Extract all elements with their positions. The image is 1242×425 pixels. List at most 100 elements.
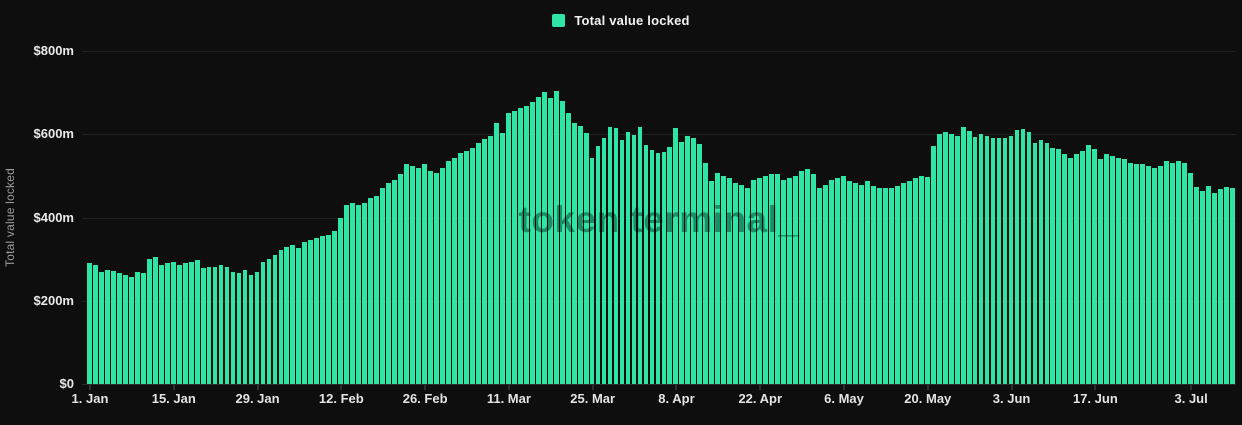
- bar[interactable]: [152, 257, 158, 384]
- bar[interactable]: [673, 128, 679, 384]
- bar[interactable]: [972, 136, 978, 384]
- bar[interactable]: [458, 152, 463, 384]
- bar[interactable]: [583, 132, 589, 384]
- bar[interactable]: [661, 151, 667, 384]
- bar[interactable]: [589, 157, 595, 384]
- bar[interactable]: [1080, 150, 1086, 384]
- bar[interactable]: [1014, 130, 1020, 384]
- bar[interactable]: [1152, 167, 1158, 384]
- bar[interactable]: [1194, 187, 1199, 384]
- bar[interactable]: [876, 187, 882, 384]
- bar[interactable]: [122, 274, 128, 384]
- bar[interactable]: [212, 266, 218, 384]
- bar[interactable]: [811, 174, 816, 384]
- bar[interactable]: [906, 181, 912, 384]
- bar[interactable]: [278, 249, 284, 384]
- bar[interactable]: [92, 264, 98, 384]
- bar[interactable]: [523, 105, 529, 384]
- bar[interactable]: [1164, 160, 1169, 384]
- bar[interactable]: [954, 135, 960, 384]
- bar[interactable]: [98, 272, 104, 384]
- bar[interactable]: [332, 231, 338, 384]
- bar[interactable]: [858, 184, 864, 384]
- bar[interactable]: [709, 181, 715, 384]
- bar[interactable]: [888, 187, 894, 384]
- bar[interactable]: [1086, 144, 1092, 384]
- bar[interactable]: [1110, 155, 1116, 384]
- bar[interactable]: [667, 146, 673, 384]
- bar[interactable]: [739, 184, 745, 384]
- bar[interactable]: [1158, 165, 1163, 384]
- bar[interactable]: [452, 157, 457, 384]
- bar[interactable]: [1098, 159, 1104, 384]
- bar[interactable]: [930, 145, 936, 384]
- bar[interactable]: [1050, 147, 1056, 384]
- bar[interactable]: [386, 182, 392, 384]
- bar[interactable]: [864, 181, 870, 384]
- bar[interactable]: [900, 182, 906, 384]
- bar[interactable]: [1038, 140, 1044, 384]
- bar[interactable]: [1182, 162, 1187, 384]
- bar[interactable]: [607, 126, 613, 384]
- bar[interactable]: [392, 180, 397, 384]
- bar[interactable]: [990, 138, 996, 384]
- bar[interactable]: [1116, 157, 1122, 384]
- bar[interactable]: [691, 137, 697, 384]
- bar[interactable]: [799, 170, 804, 384]
- bar[interactable]: [146, 259, 152, 384]
- bar[interactable]: [188, 262, 194, 384]
- bar[interactable]: [440, 167, 445, 384]
- bar[interactable]: [870, 186, 876, 384]
- bar[interactable]: [751, 179, 757, 384]
- bar[interactable]: [248, 274, 254, 384]
- bar[interactable]: [1206, 185, 1211, 384]
- bar[interactable]: [1104, 154, 1110, 384]
- bar[interactable]: [1068, 157, 1074, 384]
- bar[interactable]: [769, 174, 775, 384]
- bar[interactable]: [116, 273, 122, 384]
- bar[interactable]: [679, 141, 685, 384]
- bar[interactable]: [847, 181, 852, 384]
- bar[interactable]: [547, 98, 553, 384]
- bar[interactable]: [894, 186, 900, 384]
- bar[interactable]: [763, 175, 769, 384]
- bar[interactable]: [559, 100, 565, 384]
- bar[interactable]: [793, 175, 798, 384]
- bar[interactable]: [643, 145, 649, 384]
- bar[interactable]: [996, 138, 1002, 384]
- bar[interactable]: [978, 134, 984, 384]
- bar[interactable]: [398, 174, 403, 384]
- bar[interactable]: [1218, 189, 1223, 384]
- bar[interactable]: [314, 237, 320, 384]
- bar[interactable]: [1224, 187, 1229, 384]
- bar[interactable]: [727, 177, 733, 384]
- bar[interactable]: [835, 177, 840, 384]
- bar[interactable]: [242, 269, 248, 384]
- bar[interactable]: [230, 271, 236, 384]
- bar[interactable]: [428, 170, 433, 384]
- bar[interactable]: [1122, 159, 1128, 384]
- bar[interactable]: [1188, 172, 1193, 384]
- bar[interactable]: [703, 162, 709, 384]
- bar[interactable]: [110, 271, 116, 384]
- bar[interactable]: [350, 202, 356, 384]
- bar[interactable]: [1140, 164, 1146, 384]
- bar[interactable]: [511, 110, 517, 384]
- bar[interactable]: [176, 264, 182, 384]
- bar[interactable]: [446, 160, 451, 384]
- bar[interactable]: [715, 172, 721, 384]
- bar[interactable]: [140, 273, 146, 384]
- bar[interactable]: [308, 239, 314, 384]
- bar[interactable]: [942, 132, 948, 384]
- bar[interactable]: [493, 122, 499, 384]
- bar[interactable]: [416, 167, 421, 384]
- bar[interactable]: [619, 140, 625, 384]
- bar[interactable]: [829, 179, 834, 384]
- bar[interactable]: [505, 113, 511, 384]
- bar[interactable]: [625, 131, 631, 384]
- bar[interactable]: [266, 258, 272, 384]
- bar[interactable]: [1062, 154, 1068, 384]
- bar[interactable]: [649, 150, 655, 384]
- bar[interactable]: [104, 269, 110, 384]
- bar[interactable]: [853, 182, 858, 384]
